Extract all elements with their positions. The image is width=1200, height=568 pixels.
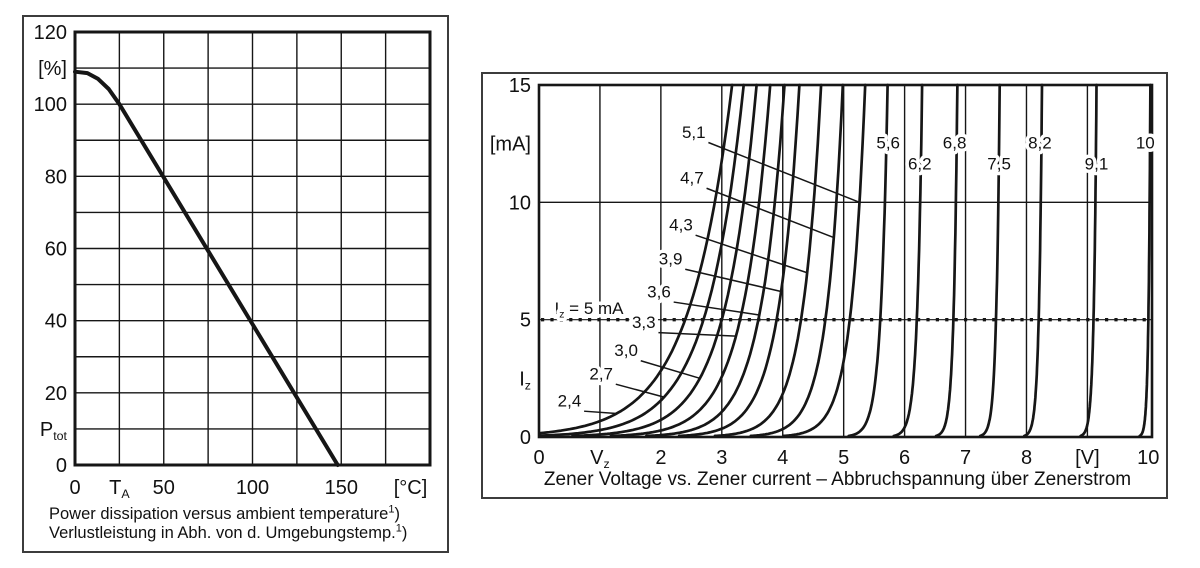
x-tick-150: 150 [325, 477, 358, 499]
leader-3,0 [640, 360, 701, 380]
grid [539, 85, 1152, 437]
zener-curves [538, 83, 1152, 438]
caption-line-en: Power dissipation versus ambient tempera… [49, 503, 400, 523]
curve-label-2,7: 2,7 [589, 365, 613, 384]
power-derating-plot: 120 [%] 100 80 60 40 20 Ptot 00 TA 50 100 150 [°C] [34, 22, 432, 501]
zener-curve-6,2 [892, 83, 924, 438]
zener-characteristics-figure: 2,4 2,7 3,0 3,3 3,6 3,9 4,3 4,7 5,1 5,6 6,2 6,8 7,5 8… [481, 72, 1168, 499]
zener-characteristics-plot: 2,4 2,73,0 3,3 3,6 3,9 4,3 4,7 5,1 5,6 6,2 6,8 7,5 8… [490, 75, 1160, 471]
zener-curve-5,6 [847, 83, 889, 438]
y-tick-0: 0 [56, 455, 67, 477]
x-tick-25: TA [109, 477, 130, 501]
x-tick-4: 4 [777, 447, 788, 469]
leader-4,7 [706, 187, 835, 239]
zener-curve-3,9 [677, 83, 801, 438]
zener-curve-6,8 [934, 83, 959, 438]
zener-curve-9,1 [1079, 83, 1098, 438]
zener-curve-10 [1138, 83, 1152, 438]
leader-2,7 [615, 383, 665, 398]
curve-label-3,9: 3,9 [659, 250, 683, 269]
y-tick-110: [%] [38, 58, 67, 80]
curve-label-6,8: 6,8 [943, 134, 967, 153]
curve-label-8,2: 8,2 [1028, 134, 1052, 153]
leader-3,3 [658, 331, 736, 337]
y-tick-40: 40 [45, 311, 67, 333]
y-tick-2.5: Iz [519, 368, 531, 392]
x-tick-100: 100 [236, 477, 269, 499]
x-tick-50: 50 [153, 477, 175, 499]
y-tick-10: Ptot [40, 419, 68, 443]
caption-line-de: Verlustleistung in Abh. von d. Umgebungs… [49, 522, 408, 542]
zener-curve-3,6 [645, 83, 786, 438]
curve-label-3,0: 3,0 [614, 341, 638, 360]
x-tick-10: 10 [1137, 447, 1159, 469]
curve-label-9,1: 9,1 [1085, 155, 1109, 174]
power-derating-figure: 120 [%] 100 80 60 40 20 Ptot 0 0 TA 50 100 150 [°C] Po… [22, 15, 449, 553]
zener-curve-3,3 [609, 83, 772, 438]
x-tick-189: [°C] [394, 477, 428, 499]
zener-curve-7,5 [978, 83, 1002, 438]
y-tick-5: 5 [520, 310, 531, 332]
x-tick-9: [V] [1075, 447, 1099, 469]
curve-label-5,1: 5,1 [682, 123, 706, 142]
x-tick-6: 6 [899, 447, 910, 469]
curve-label-5,6: 5,6 [876, 134, 900, 153]
leader-3,9 [685, 268, 782, 293]
curve-label-7,5: 7,5 [987, 155, 1011, 174]
curve-label-10: 10 [1136, 134, 1155, 153]
plot-border [537, 83, 1154, 439]
leader-3,6 [673, 301, 760, 316]
x-tick-3: 3 [716, 447, 727, 469]
leader-5,1 [708, 141, 860, 204]
x-tick-0: 0 [533, 447, 544, 469]
zener-curve-4,3 [713, 83, 823, 438]
x-tick-7: 7 [960, 447, 971, 469]
power-derating-curve [73, 69, 340, 467]
curve-label-4,3: 4,3 [669, 216, 693, 235]
grid [75, 32, 430, 465]
x-tick-8: 8 [1021, 447, 1032, 469]
zener-curve-8,2 [1022, 83, 1044, 438]
x-tick-1: Vz [590, 447, 610, 471]
curve-label-6,2: 6,2 [908, 155, 932, 174]
y-tick-120: 120 [34, 22, 67, 44]
zener-curve-2,4 [538, 83, 734, 435]
y-tick-10: 10 [509, 192, 531, 214]
curve-label-3,6: 3,6 [647, 283, 671, 302]
plot-border [73, 30, 432, 467]
y-tick-100: 100 [34, 94, 67, 116]
label-leader-lines [584, 141, 860, 415]
y-tick-60: 60 [45, 239, 67, 261]
zener-curve-2,7 [538, 83, 746, 438]
leader-4,3 [695, 234, 808, 274]
y-tick-0: 0 [520, 427, 531, 449]
zener-chart-caption: Zener Voltage vs. Zener current – Abbruc… [543, 469, 1132, 490]
power-derating-caption: Power dissipation versus ambient tempera… [49, 503, 439, 542]
x-tick-2: 2 [655, 447, 666, 469]
leader-2,4 [584, 410, 617, 415]
y-tick-20: 20 [45, 383, 67, 405]
curve-label-4,7: 4,7 [680, 169, 704, 188]
y-tick-15: 15 [509, 75, 531, 97]
zener-curve-4,7 [749, 83, 845, 438]
x-tick-0: 0 [69, 477, 80, 499]
curve-label-2,4: 2,4 [558, 392, 582, 411]
zener-curve-3,0 [571, 83, 758, 438]
zener-curve-5,1 [782, 83, 867, 438]
curve-label-3,3: 3,3 [632, 313, 656, 332]
x-tick-5: 5 [838, 447, 849, 469]
iz-5ma-label: Iz = 5 mA [554, 299, 624, 320]
y-tick-12.5: [mA] [490, 134, 531, 156]
y-tick-80: 80 [45, 166, 67, 188]
